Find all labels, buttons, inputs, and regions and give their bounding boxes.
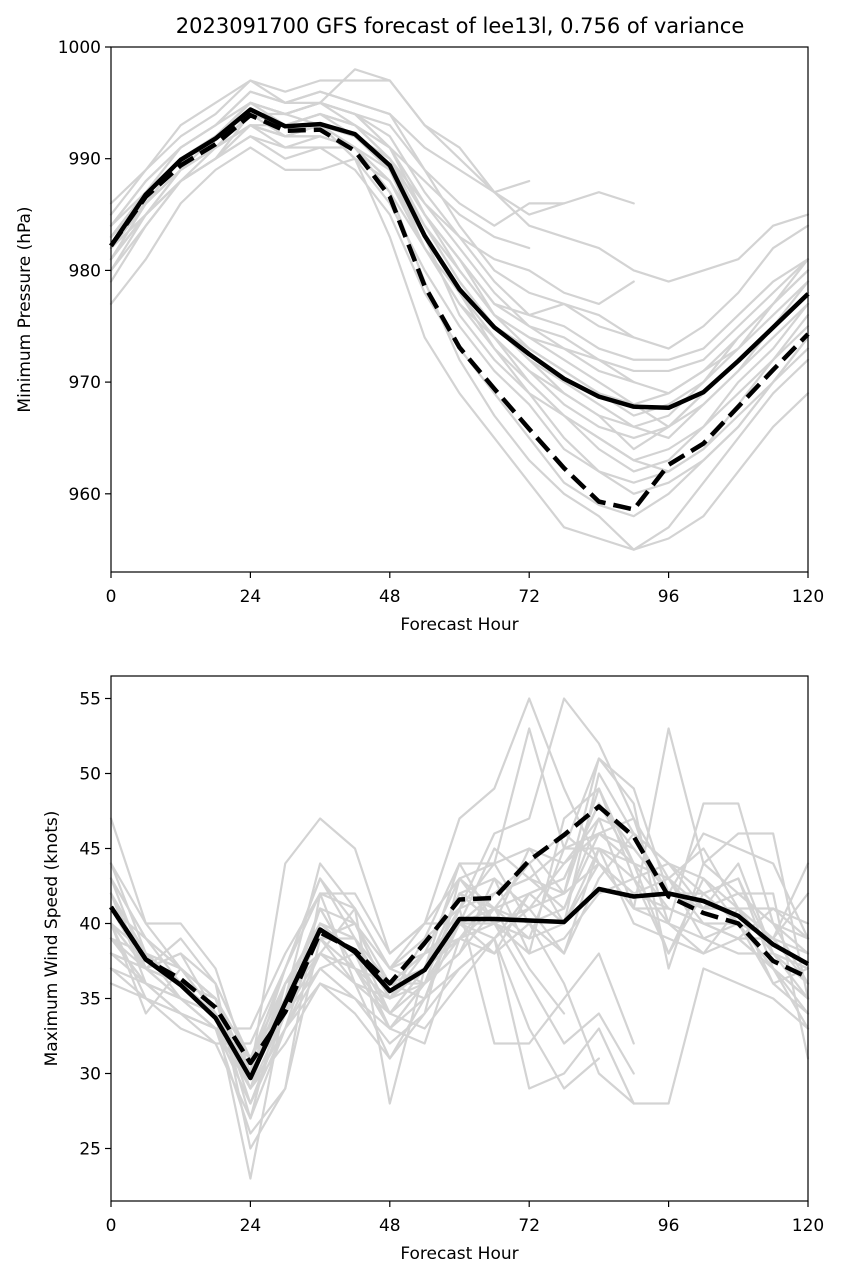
pressure-axes: 0 24 48 72 96 120 960 970 980 990 1000 — [58, 38, 824, 607]
pressure-y-tick-label: 970 — [69, 373, 101, 393]
pressure-y-axis-label: Minimum Pressure (hPa) — [15, 206, 35, 412]
wind-y-tick-label: 45 — [79, 840, 101, 860]
wind-y-axis-label: Maximum Wind Speed (knots) — [42, 811, 62, 1067]
wind-series-group — [109, 697, 810, 1180]
chart-title: 2023091700 GFS forecast of lee13l, 0.756… — [176, 14, 745, 38]
wind-y-tick-label: 55 — [79, 690, 101, 710]
pressure-ensemble-line-8 — [109, 112, 810, 495]
wind-x-tick-label: 120 — [792, 1216, 824, 1236]
pressure-y-tick-label: 990 — [69, 150, 101, 170]
wind-ensemble-line-11 — [109, 862, 810, 1030]
pressure-ensemble-line-3 — [109, 79, 810, 350]
pressure-x-tick-label: 0 — [106, 587, 117, 607]
wind-x-tick-label: 96 — [658, 1216, 680, 1236]
pressure-ensemble-line-10 — [109, 101, 810, 361]
wind-y-tick-label: 50 — [79, 765, 101, 785]
pressure-ensemble-line-5 — [109, 101, 810, 428]
wind-ensemble-line-22 — [109, 832, 810, 1060]
wind-y-tick-label: 40 — [79, 915, 101, 935]
pressure-chart: 0 24 48 72 96 120 960 970 980 990 1000 Forecast Ho… — [15, 38, 824, 635]
pressure-x-tick-label: 120 — [792, 587, 824, 607]
wind-plot-frame — [110, 675, 809, 1202]
wind-ensemble-line-13 — [109, 787, 810, 1105]
wind-chart: 0 24 48 72 96 120 25 30 35 40 45 50 55 Forecast Hour… — [42, 675, 824, 1264]
pressure-y-tick-label: 980 — [69, 261, 101, 281]
pressure-ensemble-line-17 — [109, 112, 810, 395]
wind-ensemble-line-14 — [109, 832, 810, 1120]
pressure-plot-frame — [110, 46, 809, 573]
wind-dashed-line — [109, 804, 809, 1066]
pressure-ensemble-line-18 — [109, 124, 810, 473]
pressure-solid-mean-line — [109, 107, 810, 411]
pressure-ensemble-line-15 — [109, 101, 810, 451]
wind-ensemble-line-4 — [109, 757, 810, 1135]
wind-y-tick-label: 35 — [79, 990, 101, 1010]
pressure-ensemble-line-2 — [109, 146, 810, 551]
wind-y-tick-label: 25 — [79, 1140, 101, 1160]
wind-ensemble-line-1 — [109, 697, 810, 1075]
wind-x-tick-label: 72 — [518, 1216, 540, 1236]
pressure-dashed-line — [109, 112, 810, 512]
wind-x-tick-label: 48 — [379, 1216, 401, 1236]
wind-x-tick-label: 0 — [106, 1216, 117, 1236]
wind-ensemble-line-26 — [109, 907, 810, 1105]
pressure-ensemble-line-16 — [109, 124, 810, 473]
wind-solid-mean-line — [109, 886, 810, 1081]
wind-ensemble-line-27 — [109, 877, 566, 1060]
pressure-y-tick-label: 960 — [69, 485, 101, 505]
pressure-ensemble-line-27 — [109, 124, 635, 384]
pressure-x-tick-label: 96 — [658, 587, 680, 607]
pressure-x-tick-label: 24 — [240, 587, 262, 607]
pressure-x-axis-label: Forecast Hour — [400, 615, 518, 635]
pressure-x-tick-label: 72 — [518, 587, 540, 607]
pressure-y-tick-label: 1000 — [58, 38, 101, 58]
pressure-ensemble-line-1 — [109, 79, 810, 283]
pressure-ensemble-line-21 — [109, 90, 531, 227]
wind-x-axis-label: Forecast Hour — [400, 1244, 518, 1264]
pressure-x-tick-label: 48 — [379, 587, 401, 607]
pressure-series-group — [109, 68, 810, 551]
wind-y-tick-label: 30 — [79, 1065, 101, 1085]
wind-axes: 0 24 48 72 96 120 25 30 35 40 45 50 55 — [79, 690, 824, 1237]
wind-x-tick-label: 24 — [240, 1216, 262, 1236]
